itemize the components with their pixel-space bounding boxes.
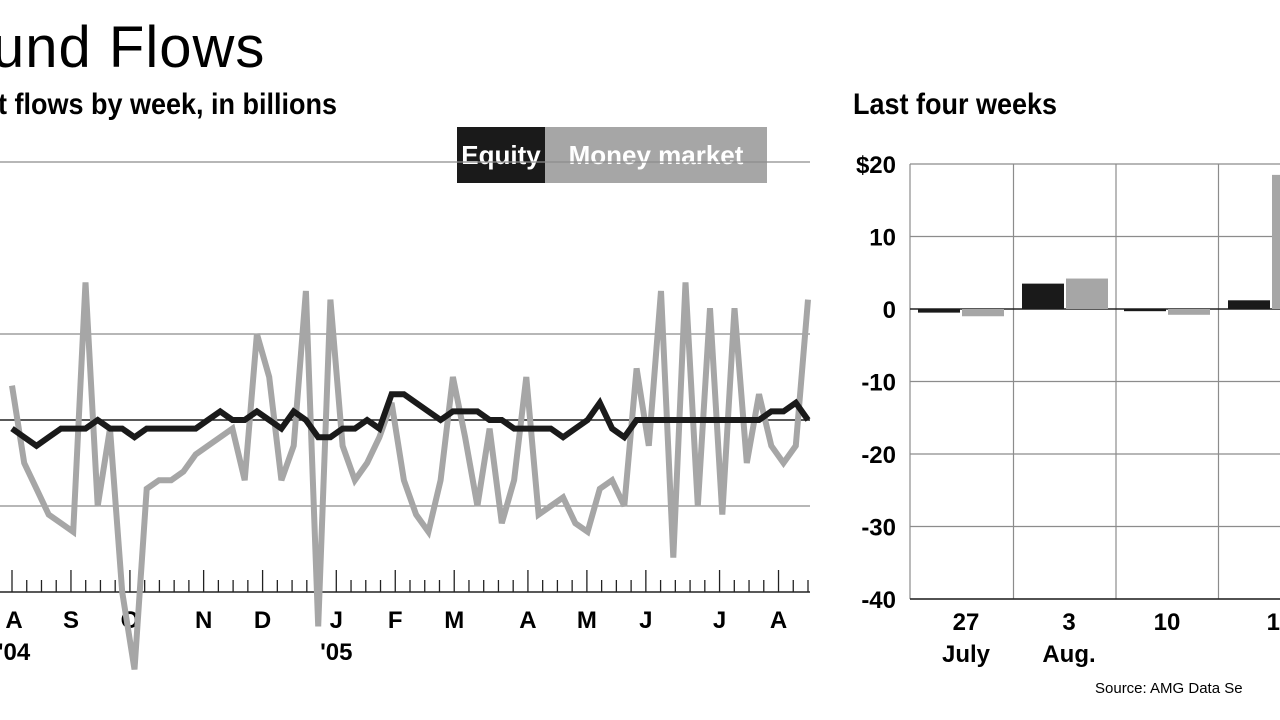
x-label-m-9: M bbox=[577, 607, 597, 634]
x-label-m-7: M bbox=[444, 607, 464, 634]
year-label-2004: '04 bbox=[0, 639, 31, 666]
source-note: Source: AMG Data Se bbox=[1095, 680, 1243, 697]
bar-y-tick-5: -30 bbox=[861, 515, 896, 542]
bar-category-10: 10 bbox=[1154, 609, 1181, 636]
bar-money-market-27 bbox=[962, 309, 1004, 317]
bar-equity-27 bbox=[918, 309, 960, 313]
legend-money-market: Money market bbox=[545, 127, 767, 183]
bar-y-tick-0: $20 bbox=[856, 152, 896, 179]
series-line-equity bbox=[10, 391, 811, 450]
bar-y-tick-4: -20 bbox=[861, 442, 896, 469]
x-label-d-4: D bbox=[254, 607, 271, 634]
x-label-s-1: S bbox=[63, 607, 79, 634]
x-label-a-0: A bbox=[5, 607, 22, 634]
bar-y-tick-1: 10 bbox=[869, 225, 896, 252]
bar-y-tick-2: 0 bbox=[883, 297, 896, 324]
series-line-money-market bbox=[9, 282, 811, 670]
bar-chart-subtitle: Last four weeks bbox=[853, 88, 1058, 121]
bar-equity-17 bbox=[1228, 300, 1270, 309]
x-label-a-8: A bbox=[519, 607, 536, 634]
x-label-a-12: A bbox=[770, 607, 787, 634]
x-label-f-6: F bbox=[388, 607, 403, 634]
bar-y-tick-6: -40 bbox=[861, 587, 896, 614]
bar-money-market-10 bbox=[1168, 309, 1210, 315]
bar-category-sublabel-1: Aug. bbox=[1042, 641, 1095, 668]
bar-category-3: 3 bbox=[1062, 609, 1075, 636]
year-label-2005: '05 bbox=[320, 639, 352, 666]
line-chart-subtitle: t flows by week, in billions bbox=[0, 88, 338, 121]
bar-category-sublabel-0: July bbox=[942, 641, 991, 668]
bar-y-tick-3: -10 bbox=[861, 370, 896, 397]
legend-equity: Equity bbox=[457, 127, 545, 183]
bar-equity-10 bbox=[1124, 309, 1166, 312]
bar-equity-3 bbox=[1022, 283, 1064, 309]
bar-money-market-3 bbox=[1066, 278, 1108, 309]
x-label-j-5: J bbox=[330, 607, 343, 634]
bar-category-27: 27 bbox=[953, 609, 980, 636]
x-label-j-11: J bbox=[713, 607, 726, 634]
x-label-j-10: J bbox=[639, 607, 652, 634]
bar-category-17: 17 bbox=[1267, 609, 1280, 636]
legend: Equity Money market bbox=[457, 127, 767, 183]
bar-money-market-17 bbox=[1272, 174, 1280, 309]
chart-title: und Flows bbox=[0, 15, 266, 80]
x-label-n-3: N bbox=[195, 607, 212, 634]
